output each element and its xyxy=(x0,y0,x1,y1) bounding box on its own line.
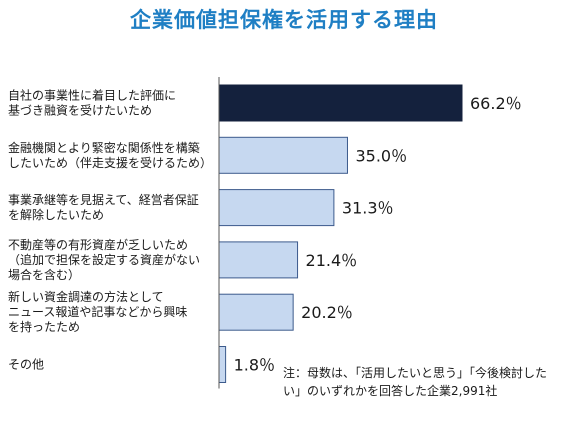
category-label-line: したいため（伴走支援を受けるため） xyxy=(8,156,212,170)
category-label-line: （追加で担保を設定する資産がない xyxy=(8,252,200,267)
category-label-line: 場合を含む） xyxy=(8,267,80,282)
value-labels: 66.2％ 35.0％ 31.3％ 21.4％ 20.2％ 1.8％ xyxy=(234,94,522,375)
footnote: 注：母数は、「活用したいと思う」「今後検討したい」のいずれかを回答した企業2,9… xyxy=(283,366,548,398)
category-label-line: 金融機関とより緊密な関係性を構築 xyxy=(8,140,200,155)
bar-1 xyxy=(218,136,348,174)
category-label-line: ニュース報道や記事などから興味 xyxy=(8,304,187,319)
category-label-3: 不動産等の有形資産が乏しいため（追加で担保を設定する資産がない場合を含む） xyxy=(8,237,200,282)
category-label-2: 事業承継等を見据えて、経営者保証を解除したいため xyxy=(8,192,199,222)
category-label-4: 新しい資金調達の方法としてニュース報道や記事などから興味を持ったため xyxy=(8,289,187,334)
category-label-line: を持ったため xyxy=(8,319,80,334)
value-label-0: 66.2％ xyxy=(470,94,522,113)
chart-title: 企業価値担保権を活用する理由 xyxy=(130,8,438,32)
bars xyxy=(218,84,463,383)
category-label-0: 自社の事業性に着目した評価に基づき融資を受けたいため xyxy=(8,88,176,118)
value-label-4: 20.2％ xyxy=(301,303,353,322)
category-label-line: 自社の事業性に着目した評価に xyxy=(8,88,176,103)
category-label-line: 基づき融資を受けたいため xyxy=(8,104,152,118)
bar-5 xyxy=(218,346,227,383)
bar-3 xyxy=(218,241,299,279)
category-labels: 自社の事業性に着目した評価に基づき融資を受けたいため金融機関とより緊密な関係性を… xyxy=(8,88,212,372)
bar-2 xyxy=(218,189,335,227)
value-label-2: 31.3％ xyxy=(342,199,394,218)
category-label-5: その他 xyxy=(8,358,44,372)
value-label-3: 21.4％ xyxy=(306,251,358,270)
bar-0 xyxy=(218,84,463,122)
value-label-5: 1.8％ xyxy=(234,356,275,375)
category-label-line: 不動産等の有形資産が乏しいため xyxy=(8,237,188,252)
value-label-1: 35.0％ xyxy=(355,146,407,165)
bar-4 xyxy=(218,293,294,331)
category-label-line: その他 xyxy=(8,358,44,372)
category-label-line: 新しい資金調達の方法として xyxy=(8,289,164,304)
category-label-line: 事業承継等を見据えて、経営者保証 xyxy=(8,192,199,207)
category-label-1: 金融機関とより緊密な関係性を構築したいため（伴走支援を受けるため） xyxy=(8,140,212,170)
category-label-line: を解除したいため xyxy=(8,207,104,222)
